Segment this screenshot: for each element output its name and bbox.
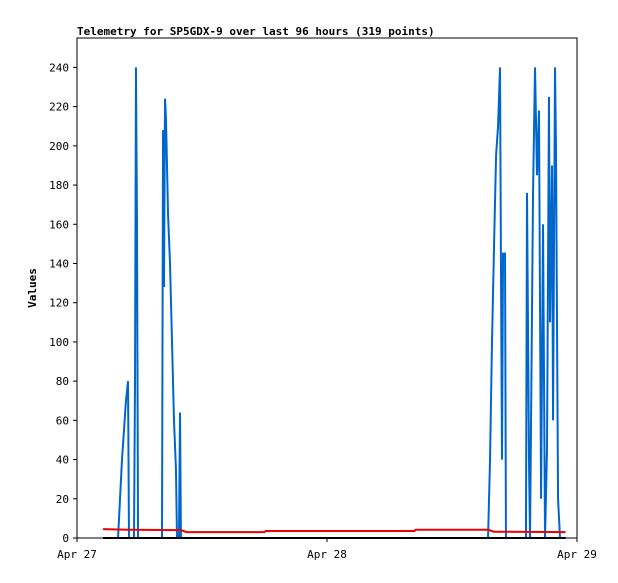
chart-title: Telemetry for SP5GDX-9 over last 96 hour… — [77, 25, 435, 38]
y-tick-label: 20 — [56, 493, 69, 506]
y-tick-label: 240 — [49, 61, 69, 74]
y-tick-label: 0 — [62, 532, 69, 545]
y-tick-label: 220 — [49, 101, 69, 114]
series-line — [117, 67, 562, 539]
x-tick-label: Apr 27 — [57, 548, 97, 561]
y-tick-label: 100 — [49, 336, 69, 349]
y-tick-label: 80 — [56, 375, 69, 388]
y-tick-label: 160 — [49, 218, 69, 231]
y-tick-label: 40 — [56, 454, 69, 467]
y-tick-label: 140 — [49, 257, 69, 270]
series-line — [103, 528, 566, 534]
y-tick-label: 60 — [56, 414, 69, 427]
y-tick-label: 180 — [49, 179, 69, 192]
y-axis-label: Values — [26, 268, 39, 308]
x-tick-label: Apr 28 — [307, 548, 347, 561]
y-tick-label: 120 — [49, 297, 69, 310]
y-tick-label: 200 — [49, 140, 69, 153]
x-tick-label: Apr 29 — [557, 548, 597, 561]
